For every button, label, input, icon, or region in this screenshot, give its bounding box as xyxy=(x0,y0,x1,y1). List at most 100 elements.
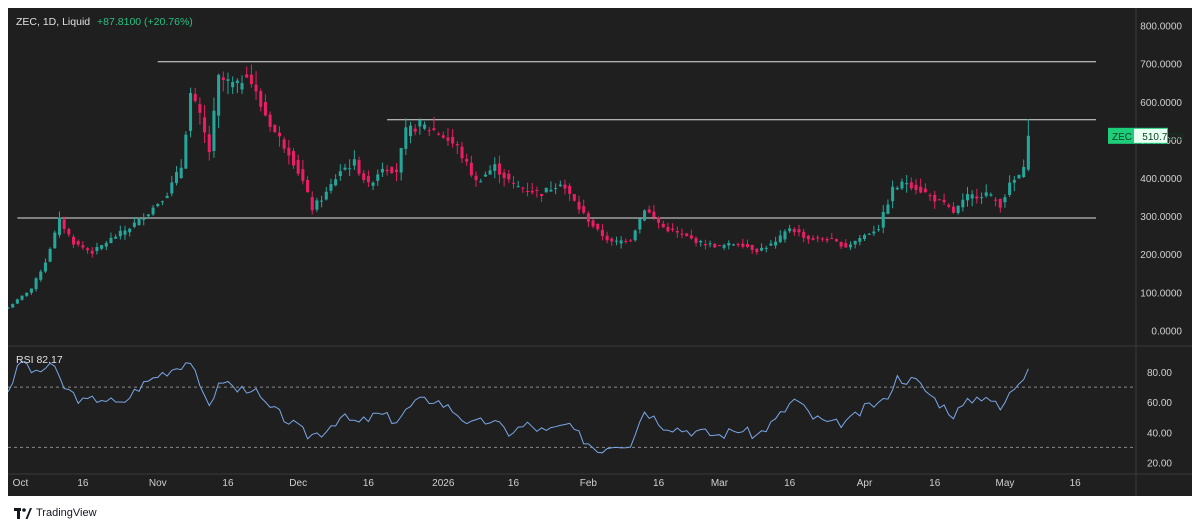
rsi-tick-label: 40.00 xyxy=(1147,428,1172,439)
price-tick-label: 100.0000 xyxy=(1140,288,1182,299)
candle-body xyxy=(783,231,787,240)
candle-body xyxy=(881,212,885,228)
candle-body xyxy=(357,160,361,174)
candle-body xyxy=(418,120,422,127)
candle-body xyxy=(863,234,867,239)
candle-body xyxy=(764,247,768,249)
candle-body xyxy=(624,240,628,242)
time-tick-label: 2026 xyxy=(432,478,455,489)
time-tick-label: Dec xyxy=(289,478,307,489)
candle-body xyxy=(123,230,127,235)
price-tick-label: 300.0000 xyxy=(1140,212,1182,223)
time-tick-label: 16 xyxy=(222,478,234,489)
candle-body xyxy=(404,127,408,149)
candle-body xyxy=(497,163,501,175)
candle-body xyxy=(619,240,623,244)
candle-body xyxy=(694,237,698,243)
candle-body xyxy=(998,198,1002,208)
candle-body xyxy=(769,243,773,246)
candle-body xyxy=(703,244,707,246)
candle-body xyxy=(708,243,712,245)
time-tick-label: 16 xyxy=(929,478,941,489)
candle-body xyxy=(390,167,394,174)
candle-body xyxy=(834,239,838,242)
candle-body xyxy=(104,242,108,247)
candle-body xyxy=(334,179,338,186)
rsi-tick-label: 20.00 xyxy=(1147,458,1172,469)
candle-body xyxy=(179,167,183,179)
candle-body xyxy=(338,171,342,177)
tradingview-logo-icon xyxy=(14,507,32,519)
candle-body xyxy=(142,218,146,220)
candle-body xyxy=(72,236,76,245)
time-tick-label: 16 xyxy=(653,478,665,489)
candle-body xyxy=(446,137,450,141)
candle-body xyxy=(306,180,310,193)
candle-body xyxy=(792,229,796,233)
candle-body xyxy=(614,240,618,242)
candle-body xyxy=(717,245,721,247)
candle-body xyxy=(760,247,764,251)
candle-body xyxy=(1026,135,1030,170)
price-tick-label: 0.0000 xyxy=(1151,326,1182,337)
candle-body xyxy=(516,186,520,188)
candle-body xyxy=(53,232,57,249)
candle-body xyxy=(385,169,389,172)
candle-body xyxy=(259,91,263,107)
candle-body xyxy=(605,235,609,241)
tradingview-footer[interactable]: TradingView xyxy=(14,504,97,522)
candle-body xyxy=(848,244,853,248)
candle-body xyxy=(788,228,792,232)
candle-body xyxy=(544,187,548,193)
candle-body xyxy=(184,134,188,169)
candle-body xyxy=(970,194,974,199)
candle-body xyxy=(465,158,469,162)
rsi-series-line xyxy=(8,360,1029,454)
candle-body xyxy=(661,223,665,228)
candle-body xyxy=(643,210,647,221)
candle-body xyxy=(568,185,572,194)
candle-body xyxy=(877,229,881,231)
candle-body xyxy=(329,184,333,191)
candle-body xyxy=(699,240,703,243)
candle-body xyxy=(81,245,85,248)
candle-body xyxy=(867,233,871,235)
candle-body xyxy=(376,174,380,181)
time-tick-label: Nov xyxy=(149,478,167,489)
candle-body xyxy=(671,228,675,230)
candle-body xyxy=(469,162,473,176)
price-tick-label: 800.0000 xyxy=(1140,22,1182,33)
candle-body xyxy=(628,240,633,242)
candle-body xyxy=(502,172,506,179)
candle-body xyxy=(301,169,305,181)
candle-body xyxy=(128,228,132,233)
candle-body xyxy=(310,197,314,211)
candle-body xyxy=(493,164,497,171)
candle-body xyxy=(57,217,62,235)
price-badge-value-bg xyxy=(1134,128,1167,143)
candle-body xyxy=(750,244,754,250)
candle-body xyxy=(324,191,328,200)
candle-body xyxy=(174,172,179,184)
candle-body xyxy=(137,218,141,226)
time-tick-label: 16 xyxy=(1070,478,1082,489)
candle-body xyxy=(156,204,160,207)
candle-body xyxy=(811,238,815,240)
candle-body xyxy=(689,235,693,239)
candle-body xyxy=(380,168,384,173)
time-tick-label: May xyxy=(995,478,1014,489)
candle-body xyxy=(820,238,824,240)
candle-body xyxy=(549,189,553,192)
candle-body xyxy=(15,299,19,304)
candle-body xyxy=(39,271,43,280)
candle-body xyxy=(114,236,118,239)
candle-body xyxy=(352,159,356,166)
price-tick-label: 700.0000 xyxy=(1140,60,1182,71)
candle-body xyxy=(460,146,464,159)
candle-body xyxy=(727,242,731,246)
candle-body xyxy=(980,197,984,199)
chart-canvas[interactable]: 0.0000100.0000200.0000300.0000400.000050… xyxy=(8,8,1192,496)
candle-body xyxy=(488,170,492,175)
candle-body xyxy=(193,93,197,102)
candle-body xyxy=(652,211,656,218)
